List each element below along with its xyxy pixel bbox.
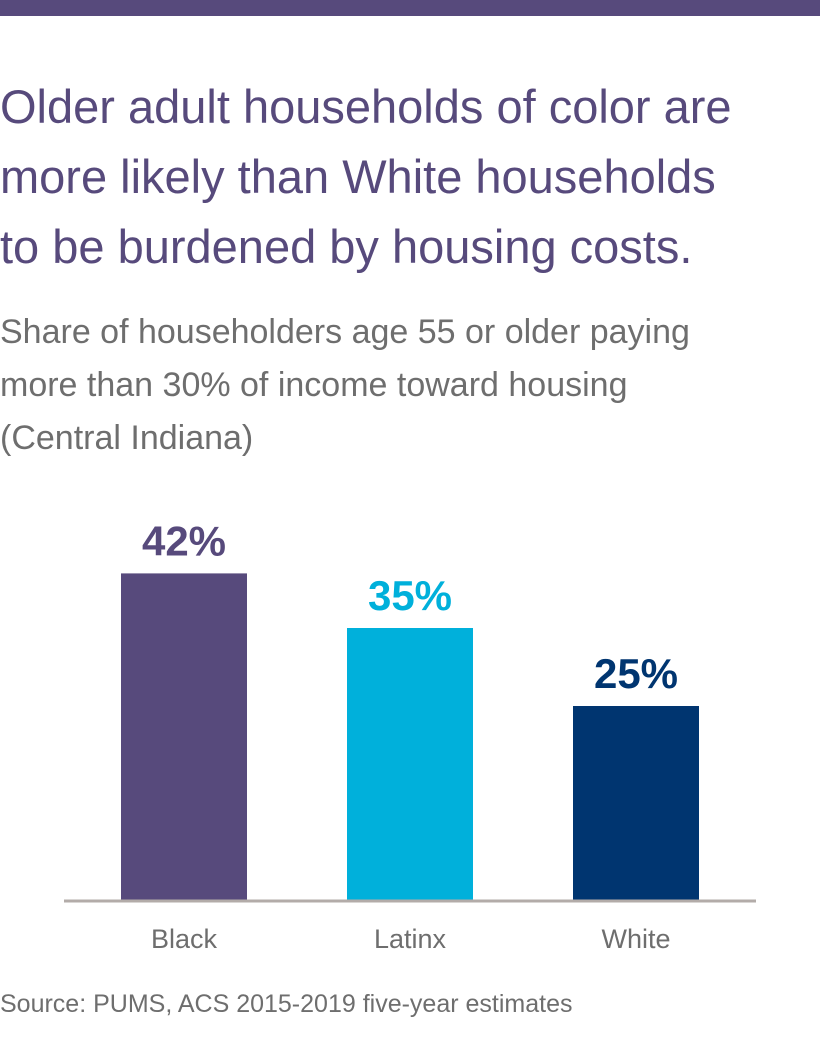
chart-subtitle-line: more than 30% of income toward housing <box>0 366 628 404</box>
chart-title-line: to be burdened by housing costs. <box>0 220 693 273</box>
chart-subtitle-line: (Central Indiana) <box>0 419 254 457</box>
chart-subtitle: Share of householders age 55 or older pa… <box>0 306 815 465</box>
data-label-latinx: 35% <box>368 572 452 619</box>
data-label-white: 25% <box>594 650 678 697</box>
category-label-latinx: Latinx <box>374 924 447 954</box>
category-label-black: Black <box>151 924 218 954</box>
bar-white <box>573 706 699 901</box>
source-note: Source: PUMS, ACS 2015-2019 five-year es… <box>0 990 573 1018</box>
bar-black <box>121 573 247 901</box>
data-label-black: 42% <box>142 517 226 564</box>
chart-title: Older adult households of color are more… <box>0 72 815 282</box>
bar-chart: 42% Black 35% Latinx 25% White <box>64 517 756 954</box>
top-accent-bar <box>0 0 820 16</box>
bar-latinx <box>347 628 473 901</box>
category-label-white: White <box>601 924 670 954</box>
chart-title-line: Older adult households of color are <box>0 80 732 133</box>
chart-title-line: more likely than White households <box>0 150 716 203</box>
chart-subtitle-line: Share of householders age 55 or older pa… <box>0 313 690 351</box>
